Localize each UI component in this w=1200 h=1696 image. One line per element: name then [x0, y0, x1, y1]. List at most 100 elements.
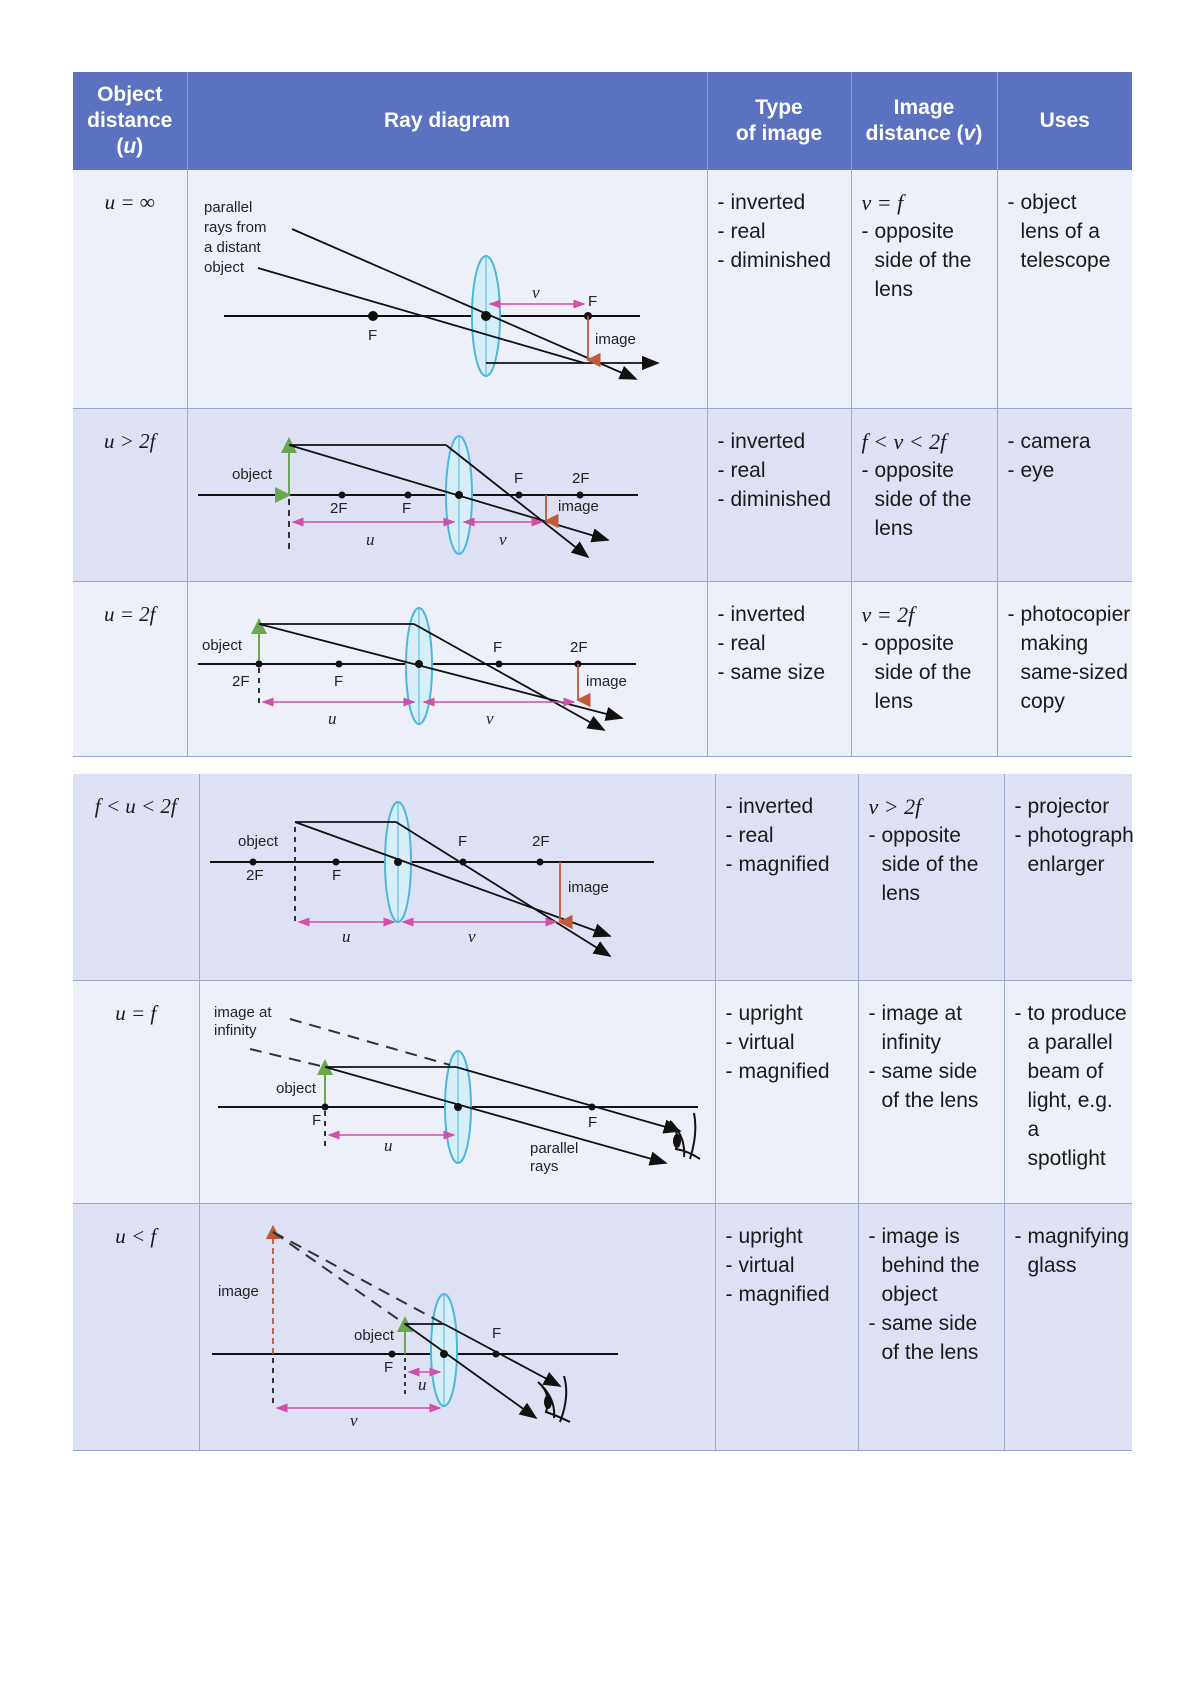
ray-diagram-at-f: image at infinity object F F u parallel …	[214, 1004, 701, 1175]
image-distance-item: opposite	[862, 456, 993, 485]
type-of-image-item: magnified	[726, 850, 854, 879]
image-distance-item: opposite	[862, 217, 993, 246]
diagram-label-parallel-3: a distant	[204, 239, 262, 256]
type-of-image-cell: uprightvirtualmagnified	[715, 1203, 859, 1451]
diagram-label-F-left: F	[332, 867, 341, 884]
uses-item: lens of a	[1020, 220, 1100, 243]
diagram-label-parallel-rays-2: rays	[530, 1158, 558, 1175]
object-distance-cell: u < f	[73, 1203, 200, 1451]
image-distance-item: object	[881, 1283, 938, 1306]
diagram-label-object: object	[238, 833, 279, 850]
diagram-label-F-left: F	[334, 673, 343, 690]
diagram-label-image-at-1: image at	[214, 1004, 272, 1021]
uses-cell: object lens of a telescope	[997, 170, 1132, 409]
type-of-image-item: upright	[726, 999, 854, 1028]
ray-diagram-cell: object 2F F F 2F image u v	[187, 581, 708, 757]
object-distance-cell: u > 2f	[73, 408, 188, 582]
uses-item: magnifying	[1015, 1222, 1130, 1251]
ray-diagram-at-2f: object 2F F F 2F image u v	[197, 607, 636, 731]
header-image-distance: Image distance (v)	[851, 72, 998, 170]
image-distance-item: lens	[874, 278, 914, 301]
uses-item: projector	[1015, 792, 1129, 821]
image-distance-relation: f < v < 2f	[861, 429, 947, 454]
type-of-image-item: inverted	[726, 792, 854, 821]
eye-icon	[668, 1112, 701, 1160]
image-distance-relation: v = 2f	[861, 602, 915, 627]
type-of-image-item: magnified	[726, 1057, 854, 1086]
uses-item: camera	[1008, 427, 1129, 456]
type-of-image-cell: invertedrealmagnified	[715, 774, 859, 981]
image-distance-relation: v > 2f	[868, 794, 922, 819]
diagram-label-v: v	[499, 530, 507, 549]
type-of-image-item: real	[718, 629, 847, 658]
diagram-label-parallel-rays-1: parallel	[530, 1140, 578, 1157]
image-distance-item: side of the	[874, 661, 972, 684]
diagram-label-image-at-2: infinity	[214, 1022, 257, 1039]
ray-diagram-distant-object: parallel rays from a distant object v F …	[204, 199, 660, 380]
type-of-image-item: same size	[718, 658, 847, 687]
uses-cell: cameraeye	[997, 408, 1132, 582]
lens-table-part-1: Object distance (u) Ray diagram Type of ima…	[73, 72, 1132, 757]
type-of-image-item: virtual	[726, 1028, 854, 1057]
ray-diagram-between-f-and-2f: object 2F F F 2F image u v	[209, 801, 654, 957]
type-of-image-item: virtual	[726, 1251, 854, 1280]
type-of-image-item: real	[718, 217, 847, 246]
diagram-label-object: object	[276, 1080, 317, 1097]
object-distance-cell: u = f	[73, 980, 200, 1204]
image-distance-item: image at	[869, 999, 1000, 1028]
table-row: u > 2f object 2F F	[73, 408, 1132, 582]
diagram-label-v: v	[532, 283, 540, 302]
ray-diagram-cell: image object F F u v	[199, 1203, 716, 1451]
uses-item: making	[1020, 632, 1089, 655]
type-of-image-item: real	[726, 821, 854, 850]
type-of-image-cell: invertedrealdiminished	[707, 408, 852, 582]
diagram-label-object: object	[354, 1327, 395, 1344]
diagram-label-2F-left: 2F	[330, 500, 348, 517]
table-row: u = ∞ parallel	[73, 170, 1132, 409]
type-of-image-item: inverted	[718, 427, 847, 456]
diagram-label-u: u	[342, 927, 351, 946]
ray-diagram-cell: object 2F F F 2F image u v	[187, 408, 708, 582]
uses-item: copy	[1020, 690, 1065, 713]
diagram-label-image: image	[558, 498, 599, 515]
image-distance-item: infinity	[881, 1031, 942, 1054]
uses-item: eye	[1008, 456, 1129, 485]
diagram-label-parallel-1: parallel	[204, 199, 252, 216]
diagram-label-image: image	[218, 1283, 259, 1300]
object-distance-cell: u = ∞	[73, 170, 188, 409]
uses-item: enlarger	[1027, 853, 1105, 876]
uses-item: beam of	[1027, 1060, 1104, 1083]
diagram-label-v: v	[486, 709, 494, 728]
diagram-label-F-left: F	[384, 1359, 393, 1376]
diagram-label-2F-right: 2F	[532, 833, 550, 850]
header-object-distance: Object distance (u)	[73, 72, 188, 170]
uses-cell: magnifying glass	[1004, 1203, 1132, 1451]
header-uses: Uses	[997, 72, 1132, 170]
diagram-label-F-right: F	[492, 1325, 501, 1342]
type-of-image-cell: uprightvirtualmagnified	[715, 980, 859, 1204]
diagram-label-F-left: F	[402, 500, 411, 517]
diagram-label-F-right: F	[514, 470, 523, 487]
type-of-image-item: real	[718, 456, 847, 485]
header-ray-diagram: Ray diagram	[187, 72, 708, 170]
diagram-label-u: u	[366, 530, 375, 549]
header-row: Object distance (u) Ray diagram Type of ima…	[73, 72, 1132, 170]
uses-cell: photocopier making same-sized copy	[997, 581, 1132, 757]
diagram-label-v: v	[350, 1411, 358, 1430]
diagram-label-v: v	[468, 927, 476, 946]
image-distance-item: image is	[869, 1222, 1000, 1251]
type-of-image-item: diminished	[718, 485, 847, 514]
ray-diagram-beyond-2f: object 2F F F 2F image u v	[197, 435, 638, 559]
table-row: u < f	[73, 1203, 1132, 1451]
table-row: u = f imag	[73, 980, 1132, 1204]
ray-diagram-cell: image at infinity object F F u parallel …	[199, 980, 716, 1204]
uses-item: spotlight	[1027, 1147, 1106, 1170]
image-distance-item: side of the	[874, 488, 972, 511]
image-distance-item: side of the	[874, 249, 972, 272]
uses-item: light, e.g. a	[1027, 1089, 1113, 1141]
uses-item: object	[1008, 188, 1129, 217]
eye-icon	[536, 1375, 570, 1423]
diagram-label-parallel-2: rays from	[204, 219, 267, 236]
table-row: u = 2f object 2F F F 2F	[73, 581, 1132, 757]
image-distance-item: behind the	[881, 1254, 980, 1277]
